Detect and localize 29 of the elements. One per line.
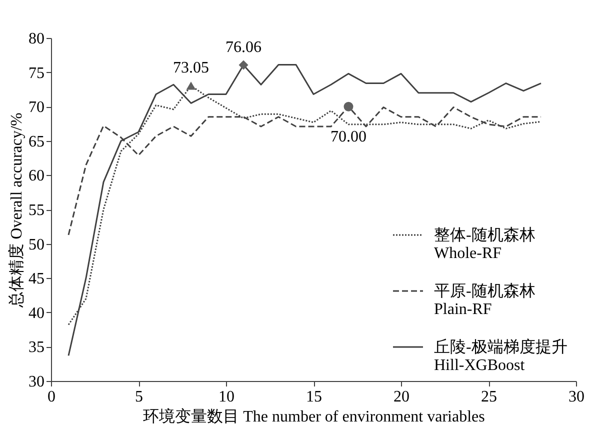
x-axis-title: 环境变量数目 The number of environment variables — [143, 408, 485, 426]
x-tick-label: 15 — [306, 388, 322, 406]
y-tick-label: 30 — [28, 374, 44, 390]
legend-label: 平原-随机森林 Plain-RF — [434, 282, 536, 318]
y-tick-label: 65 — [28, 133, 44, 150]
legend-label: 整体-随机森林 Whole-RF — [434, 226, 536, 262]
y-tick-label: 70 — [28, 99, 44, 116]
x-tick-label: 10 — [218, 388, 234, 406]
y-tick-label: 35 — [28, 339, 44, 356]
point — [186, 82, 196, 90]
y-tick-label: 55 — [28, 202, 44, 219]
x-tick-label: 0 — [48, 388, 56, 406]
point — [238, 60, 248, 70]
y-tick-label: 75 — [28, 64, 44, 82]
x-tick-label: 20 — [394, 388, 410, 406]
x-tick-label: 25 — [481, 388, 497, 406]
annotation: 70.00 — [330, 128, 366, 146]
y-tick-label: 45 — [28, 270, 44, 288]
legend-label: 丘陵-极端梯度提升 Hill-XGBoost — [434, 338, 568, 374]
y-axis-title: 总体精度 Overall accuracy/% — [8, 112, 26, 308]
y-tick-label: 60 — [28, 168, 44, 185]
x-tick-label: 5 — [135, 388, 143, 406]
point — [344, 102, 354, 112]
x-tick-label: 30 — [568, 388, 584, 406]
annotation: 73.05 — [173, 60, 209, 77]
y-tick-label: 40 — [28, 304, 44, 322]
y-tick-label: 80 — [28, 30, 44, 48]
y-tick-label: 50 — [28, 236, 44, 254]
annotation: 76.06 — [226, 39, 262, 56]
